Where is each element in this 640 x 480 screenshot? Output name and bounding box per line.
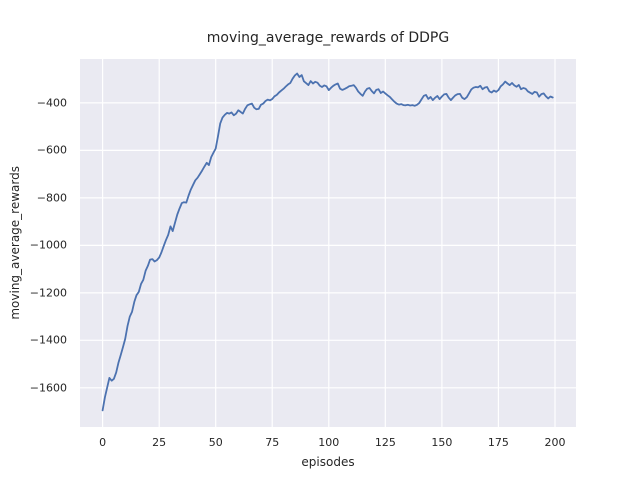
chart-title: moving_average_rewards of DDPG xyxy=(206,30,450,46)
y-axis-label-text: moving_average_rewards xyxy=(8,166,22,320)
x-tick-label: 175 xyxy=(487,436,509,449)
x-tick-label: 150 xyxy=(431,436,453,449)
line-series xyxy=(101,72,554,412)
x-tick-label: 125 xyxy=(374,436,396,449)
y-tick-label: −1200 xyxy=(29,286,67,300)
x-tick-label: 75 xyxy=(265,436,280,449)
x-axis-label: episodes xyxy=(301,455,355,469)
x-tick-label: 200 xyxy=(544,436,566,449)
plot-svg xyxy=(80,59,576,427)
plot-area xyxy=(80,59,576,427)
y-tick-label: −1400 xyxy=(29,333,67,347)
x-tick-label: 25 xyxy=(152,436,167,449)
y-tick-label: −1600 xyxy=(29,381,67,395)
x-tick-label: 50 xyxy=(208,436,223,449)
x-tick-label: 0 xyxy=(99,436,107,449)
y-axis-label: moving_average_rewards xyxy=(4,59,26,427)
y-tick-label: −800 xyxy=(36,191,67,205)
y-tick-label: −600 xyxy=(36,143,67,157)
y-tick-label: −1000 xyxy=(29,238,67,252)
y-tick-label: −400 xyxy=(36,96,67,110)
x-tick-label: 100 xyxy=(318,436,340,449)
